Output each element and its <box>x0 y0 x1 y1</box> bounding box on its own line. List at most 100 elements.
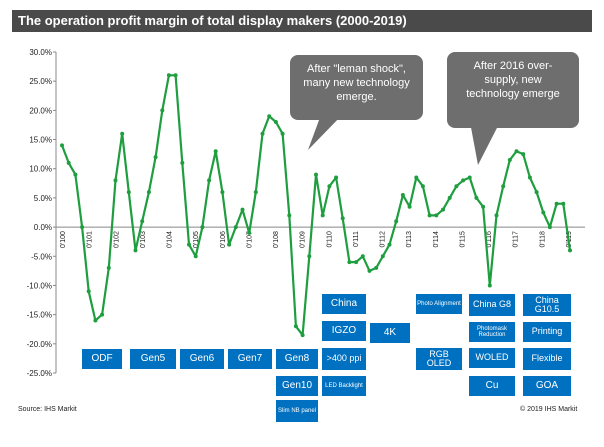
series-lines <box>60 73 572 338</box>
data-point <box>340 216 345 221</box>
tech-label-china-g105: China G10.5 <box>523 294 571 316</box>
data-point <box>568 248 572 253</box>
data-point <box>153 155 158 160</box>
data-point <box>561 201 566 206</box>
chart-title: The operation profit margin of total dis… <box>12 10 592 32</box>
data-point <box>193 254 198 259</box>
data-point <box>327 184 332 189</box>
data-point <box>120 131 125 136</box>
data-point <box>293 324 298 329</box>
data-point <box>140 219 145 224</box>
data-point <box>60 143 64 148</box>
tech-label-slim-nb-panel: Slim NB panel <box>276 400 318 422</box>
data-point <box>541 210 546 215</box>
data-point <box>454 184 459 189</box>
y-tick-label: 10.0% <box>29 165 52 174</box>
x-tick-label: 0'101 <box>87 231 94 248</box>
data-point <box>187 242 191 247</box>
data-point <box>287 213 292 218</box>
tech-label-printing: Printing <box>523 322 571 342</box>
data-point <box>467 175 472 180</box>
x-tick-label: 0'104 <box>167 231 174 248</box>
tech-label-china-g8: China G8 <box>469 294 515 316</box>
data-point <box>400 193 405 197</box>
y-tick-label: 0.0% <box>34 223 52 232</box>
data-point <box>100 312 105 317</box>
x-tick-label: 0'118 <box>539 231 546 247</box>
data-point <box>487 283 492 288</box>
x-tick-label: 0'103 <box>140 231 147 248</box>
x-tick-label: 0'110 <box>326 231 333 247</box>
y-tick-label: 5.0% <box>34 194 52 203</box>
data-point <box>507 158 512 162</box>
data-point <box>320 213 325 218</box>
data-point <box>527 175 532 180</box>
data-point <box>80 225 85 230</box>
x-tick-label: 0'100 <box>60 231 67 248</box>
bubble-tail-leman <box>308 112 345 150</box>
x-axis-labels: 0'100 0'101 0'102 0'103 0'104 0'105 0'106 0'107… <box>60 231 573 248</box>
x-tick-label: 0'102 <box>113 231 120 248</box>
y-tick-label: 25.0% <box>29 77 52 86</box>
data-point <box>367 268 372 273</box>
chart-axes <box>53 51 585 374</box>
data-point <box>273 120 278 124</box>
tech-label-igzo: IGZO <box>322 321 366 341</box>
data-point <box>314 172 318 177</box>
y-tick-label: 15.0% <box>29 136 52 145</box>
x-tick-label: 0'111 <box>353 231 360 247</box>
y-tick-label: -25.0% <box>27 369 52 378</box>
data-point <box>253 190 258 195</box>
data-point <box>307 254 312 259</box>
data-point <box>66 160 71 165</box>
data-point <box>434 213 439 218</box>
x-tick-label: 0'115 <box>459 231 466 247</box>
data-point <box>547 225 552 230</box>
y-tick-label: 20.0% <box>29 106 52 115</box>
y-axis-labels: 30.0% 25.0% 20.0% 15.0% 10.0% 5.0% 0.0% -5.0% -1… <box>27 48 52 378</box>
tech-label-flexible: Flexible <box>523 348 571 370</box>
annotation-leman-shock: After "leman shock", many new technology… <box>290 55 423 120</box>
data-point <box>106 265 111 270</box>
data-point <box>494 213 499 218</box>
data-point <box>233 225 238 230</box>
x-tick-label: 0'106 <box>220 231 227 248</box>
data-point <box>521 152 526 157</box>
data-point <box>481 204 486 209</box>
data-point <box>173 73 178 78</box>
data-point <box>93 318 98 323</box>
data-point <box>213 149 218 154</box>
y-tick-label: -15.0% <box>27 311 52 320</box>
data-point <box>73 172 78 177</box>
tech-label-photomask-reduction: Photomask Reduction <box>469 322 515 342</box>
data-point <box>441 207 445 212</box>
data-point <box>360 254 365 259</box>
data-point <box>166 73 171 78</box>
data-point <box>220 190 225 195</box>
data-point <box>394 219 399 224</box>
data-point <box>280 131 285 136</box>
x-tick-label: 0'109 <box>300 231 307 248</box>
source-note: Source: IHS Markit <box>18 406 77 413</box>
data-point <box>260 131 265 136</box>
tech-label-photo-alignment: Photo Alignment <box>416 294 462 314</box>
tech-label-400ppi: >400 ppi <box>322 348 366 370</box>
tech-label-rgb-oled: RGB OLED <box>416 348 462 370</box>
data-point <box>501 184 506 189</box>
data-point <box>126 190 131 195</box>
x-tick-label: 0'107 <box>246 231 253 248</box>
y-tick-label: -20.0% <box>27 340 52 349</box>
data-point <box>334 175 339 180</box>
x-tick-label: 0'117 <box>513 231 520 247</box>
tech-label-gen5: Gen5 <box>130 349 176 369</box>
x-tick-label: 0'113 <box>406 231 413 247</box>
data-point <box>113 178 118 183</box>
data-point <box>414 175 419 180</box>
x-tick-label: 0'116 <box>486 231 493 247</box>
data-point <box>514 149 519 154</box>
x-tick-label: 0'114 <box>433 231 440 247</box>
tech-label-led-backlight: LED Backlight <box>322 376 366 396</box>
x-tick-label: 0'105 <box>193 231 200 248</box>
data-point <box>427 213 432 218</box>
data-point <box>300 333 305 338</box>
